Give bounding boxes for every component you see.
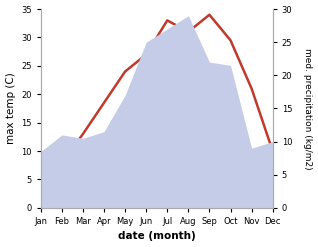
X-axis label: date (month): date (month): [118, 231, 196, 242]
Y-axis label: max temp (C): max temp (C): [5, 73, 16, 144]
Y-axis label: med. precipitation (kg/m2): med. precipitation (kg/m2): [303, 48, 313, 169]
